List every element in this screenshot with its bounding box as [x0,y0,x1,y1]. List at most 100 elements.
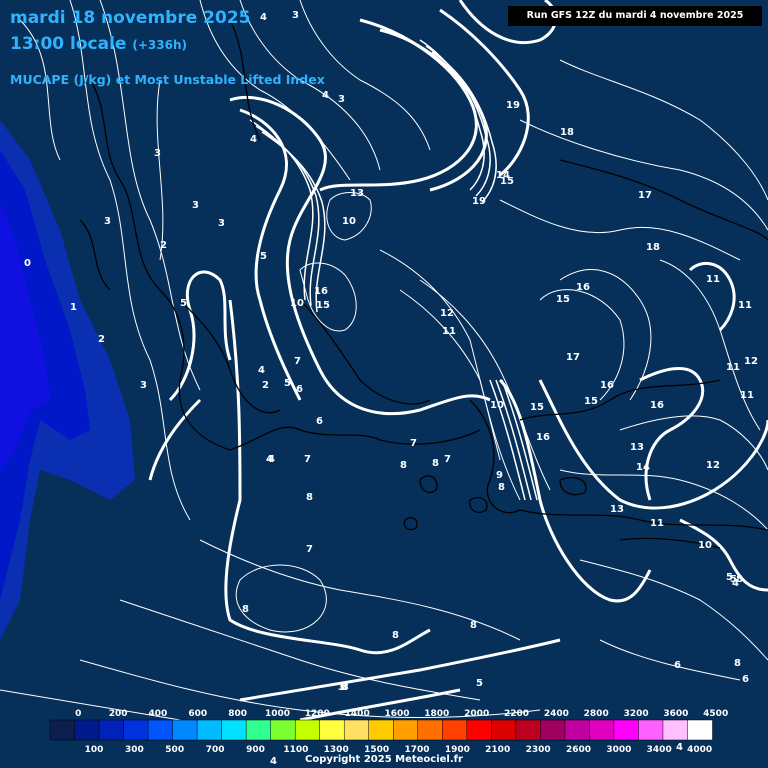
legend-swatch [294,719,321,741]
legend-lower-tick: 100 [85,745,104,755]
legend-upper-tick: 0 [75,709,81,719]
legend-lower-tick: 300 [125,745,144,755]
li-label: 5 [180,298,187,309]
legend-swatch [368,719,395,741]
forecast-date: mardi 18 novembre 2025 [10,8,251,28]
li-label: 12 [440,308,454,319]
legend-swatch [466,719,493,741]
legend-swatch [515,719,542,741]
li-label: 15 [316,300,330,311]
legend-lower-tick: 2100 [485,745,510,755]
li-label: 2 [262,380,269,391]
li-label: 17 [638,190,652,201]
li-label: 3 [104,216,111,227]
legend-lower-tick: 700 [206,745,225,755]
run-info: Run GFS 12Z du mardi 4 novembre 2025 [508,6,762,26]
legend-lower-tick: 2600 [566,745,591,755]
legend-lower-tick: 1500 [364,745,389,755]
li-label: 8 [736,574,743,585]
li-label: 19 [506,100,520,111]
legend-lower-tick: 3400 [647,745,672,755]
legend-swatch [442,719,468,741]
legend-lower-tick: 4000 [687,745,712,755]
legend-lower-tick: 3000 [606,745,631,755]
lifted-index-labels: 4 3 4 3 4 3 3 3 3 2 0 1 2 5 5 3 2 4 6 4 … [24,10,758,767]
legend-upper-tick: 1200 [305,709,330,719]
li-label: 14 [496,170,510,181]
copyright: Copyright 2025 Meteociel.fr [305,754,463,765]
legend-swatch [613,719,640,741]
li-label: 3 [338,94,345,105]
legend-upper-tick: 1400 [345,709,370,719]
li-label: 8 [734,658,741,669]
legend-swatch [417,719,444,741]
thick-isolines [148,0,768,722]
li-label: 3 [338,682,345,693]
legend-swatch [245,719,272,741]
legend-upper-tick: 1800 [424,709,449,719]
li-label: 10 [342,216,356,227]
li-label: 11 [740,390,754,401]
li-label: 4 [260,12,267,23]
forecast-time: 13:00 locale (+336h) [10,34,187,54]
legend-swatch [319,719,345,741]
li-label: 15 [584,396,598,407]
li-label: 6 [296,384,303,395]
li-label: 4 [676,742,683,753]
li-label: 14 [636,462,650,473]
cape-shading-inner [0,200,50,470]
li-label: 3 [342,682,349,693]
li-label: 5 [476,678,483,689]
legend-swatch [540,719,566,741]
legend-swatch [662,719,689,741]
li-label: 10 [290,298,304,309]
li-label: 8 [392,630,399,641]
legend-upper-tick: 1600 [384,709,409,719]
li-label: 9 [496,470,503,481]
li-label: 3 [292,10,299,21]
legend-upper-tick: 2400 [544,709,569,719]
legend-upper-tick: 600 [188,709,207,719]
li-label: 15 [556,294,570,305]
li-label: 7 [444,454,451,465]
li-label: 16 [536,432,550,443]
legend-swatch [147,719,174,741]
li-label: 18 [646,242,660,253]
li-label: 8 [498,482,505,493]
li-label: 8 [432,458,439,469]
li-label: 2 [160,240,167,251]
li-label: 13 [610,504,624,515]
li-label: 8 [242,604,249,615]
li-label: 17 [566,352,580,363]
li-label: 4 [322,90,329,101]
li-label: 11 [650,518,664,529]
legend-upper-tick: 3200 [624,709,649,719]
li-label: 4 [266,454,273,465]
legend-swatch [589,719,615,741]
li-label: 18 [560,127,574,138]
legend-swatch [123,719,149,741]
li-label: 11 [706,274,720,285]
legend-swatch [49,719,76,741]
li-label: 3 [140,380,147,391]
li-label: 7 [306,544,313,555]
li-label: 5 [260,251,267,262]
li-label: 8 [306,492,313,503]
thin-isolines [0,0,768,721]
li-label: 8 [340,682,347,693]
li-label: 15 [530,402,544,413]
li-label: 12 [744,356,758,367]
legend-swatch [98,719,125,741]
legend-upper-tick: 4500 [703,709,728,719]
legend-swatch [196,719,223,741]
li-label: 13 [630,442,644,453]
li-label: 15 [500,176,514,187]
legend-swatch [564,719,591,741]
li-label: 11 [726,362,740,373]
li-label: 16 [314,286,328,297]
li-label: 13 [350,188,364,199]
legend-upper-tick: 200 [109,709,128,719]
legend-lower-tick: 1900 [445,745,470,755]
li-label: 3 [154,148,161,159]
